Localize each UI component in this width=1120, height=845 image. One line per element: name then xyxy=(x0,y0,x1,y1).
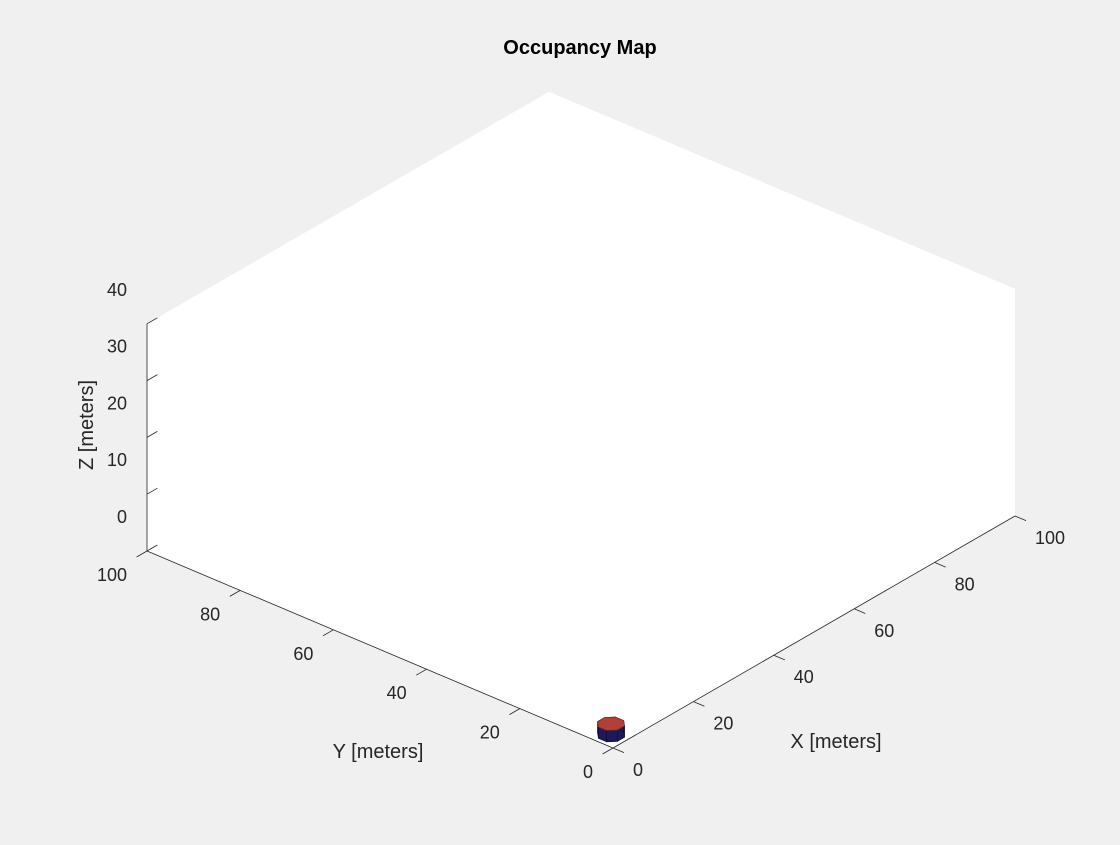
y-tick-mark xyxy=(136,550,148,558)
axes-box-face xyxy=(147,91,1015,749)
occupied-side-face xyxy=(606,729,618,743)
y-tick-mark xyxy=(229,590,241,597)
x-tick-label: 0 xyxy=(633,760,643,780)
z-tick-label: 40 xyxy=(107,280,127,300)
z-tick-label: 30 xyxy=(107,337,127,357)
z-tick-mark xyxy=(146,317,158,325)
y-axis-label: Y [meters] xyxy=(333,741,424,763)
chart-title: Occupancy Map xyxy=(503,37,656,59)
y-tick-label: 80 xyxy=(200,604,220,624)
x-axis-line xyxy=(612,515,1016,749)
z-tick-mark xyxy=(146,374,158,381)
x-tick-label: 60 xyxy=(874,621,894,641)
x-tick-mark xyxy=(854,608,866,614)
y-axis-line xyxy=(146,550,614,749)
x-tick-label: 80 xyxy=(955,574,975,594)
y-tick-mark xyxy=(602,747,614,755)
x-tick-label: 20 xyxy=(713,714,733,734)
axes-background xyxy=(147,91,1015,749)
x-tick-label: 100 xyxy=(1035,528,1065,548)
y-tick-mark xyxy=(509,708,520,715)
y-tick-label: 20 xyxy=(480,723,500,743)
x-tick-mark xyxy=(773,654,786,661)
z-tick-mark xyxy=(146,487,158,495)
y-tick-mark xyxy=(322,629,334,637)
x-tick-mark xyxy=(612,747,625,754)
z-tick-mark xyxy=(146,544,158,552)
ticks: 0 20 40 60 80 100 0 20 40 60 80 100 0 10 20 30 40 xyxy=(97,280,1065,782)
y-tick-label: 60 xyxy=(293,644,313,664)
x-tick-mark xyxy=(693,701,705,707)
x-axis-label: X [meters] xyxy=(790,731,881,753)
z-tick-label: 20 xyxy=(107,393,127,413)
y-tick-label: 40 xyxy=(387,683,407,703)
z-tick-label: 0 xyxy=(117,507,127,527)
z-tick-mark xyxy=(146,431,158,438)
z-axis-label: Z [meters] xyxy=(76,380,98,470)
x-tick-label: 40 xyxy=(794,667,814,687)
x-tick-mark xyxy=(934,562,946,568)
z-tick-label: 10 xyxy=(107,450,127,470)
y-tick-label: 100 xyxy=(97,565,127,585)
occupied-top-face xyxy=(597,716,625,731)
occupied-voxels xyxy=(597,716,625,743)
x-tick-mark xyxy=(1014,515,1027,522)
y-tick-label: 0 xyxy=(583,762,593,782)
y-tick-mark xyxy=(416,668,427,676)
